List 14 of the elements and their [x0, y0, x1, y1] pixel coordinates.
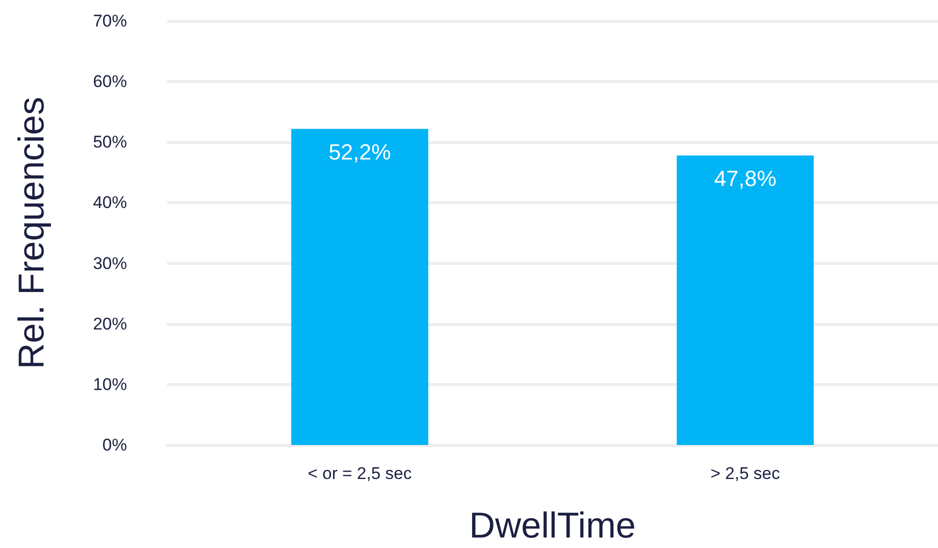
y-tick-label: 60% — [92, 72, 127, 92]
y-tick-label: 40% — [92, 193, 127, 212]
y-tick-label: 30% — [92, 254, 127, 273]
y-axis-title: Rel. Frequencies — [10, 96, 52, 370]
y-tick-label: 20% — [92, 314, 127, 334]
y-tick-label: 0% — [102, 436, 127, 454]
data-label: 52,2% — [328, 139, 391, 164]
x-tick-label: > 2,5 sec — [710, 464, 780, 483]
x-axis-title: DwellTime — [469, 504, 636, 546]
y-tick-label: 10% — [92, 374, 127, 394]
y-tick-label: 70% — [92, 12, 127, 30]
data-label: 47,8% — [714, 166, 776, 191]
y-tick-label: 50% — [92, 132, 127, 152]
x-tick-label: < or = 2,5 sec — [308, 464, 412, 483]
